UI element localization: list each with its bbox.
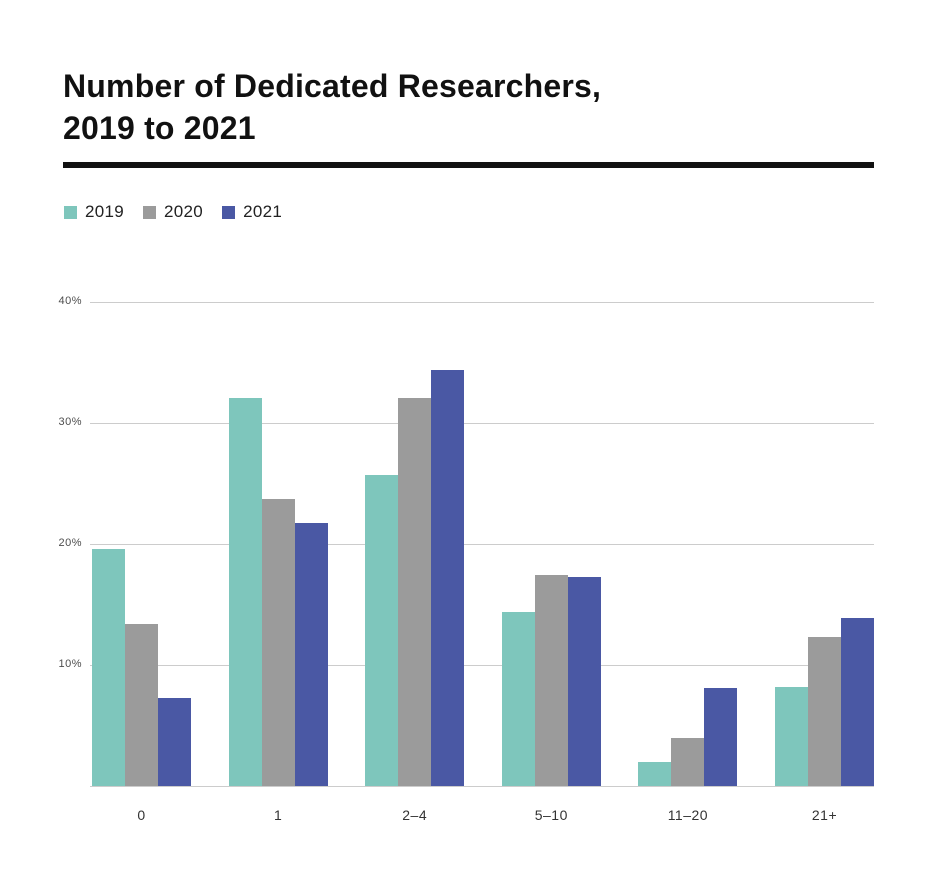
legend-label-2019: 2019 bbox=[85, 202, 125, 221]
bar-2020-21plus bbox=[808, 637, 841, 786]
gridline-40pct bbox=[90, 302, 874, 303]
bar-2020-0 bbox=[125, 623, 158, 786]
x-label-11-20: 11–20 bbox=[667, 807, 709, 823]
bar-2020-11-20 bbox=[671, 737, 705, 786]
legend-swatch-2020 bbox=[143, 205, 157, 219]
bar-2021-21plus bbox=[841, 617, 874, 786]
x-label-1: 1 bbox=[273, 807, 283, 823]
bar-2019-2-4 bbox=[365, 475, 399, 786]
gridline-0pct bbox=[90, 786, 874, 787]
bar-2021-1 bbox=[294, 523, 328, 786]
y-tick-10pct: 10% bbox=[58, 658, 82, 670]
legend-swatch-2021 bbox=[222, 205, 236, 219]
legend-item-2019: 2019 bbox=[64, 202, 124, 222]
bar-2021-0 bbox=[158, 697, 191, 786]
legend-swatch-2019 bbox=[64, 205, 77, 219]
legend: 2019 2020 2021 bbox=[64, 202, 282, 222]
bar-2019-1 bbox=[228, 397, 262, 786]
y-tick-40pct: 40% bbox=[58, 295, 82, 307]
x-label-0: 0 bbox=[137, 807, 146, 823]
plot-area: 10% 20% 30% 40% 0 1 2–4 5–10 11–20 21+ bbox=[58, 295, 874, 823]
y-tick-30pct: 30% bbox=[58, 416, 82, 428]
bar-2020-2-4 bbox=[398, 397, 432, 786]
legend-label-2021: 2021 bbox=[243, 202, 283, 221]
bar-2020-1 bbox=[261, 499, 295, 786]
legend-item-2020: 2020 bbox=[143, 202, 203, 222]
chart-title-line2: 2019 to 2021 bbox=[63, 110, 256, 147]
legend-item-2021: 2021 bbox=[222, 202, 282, 222]
legend-label-2020: 2020 bbox=[164, 202, 204, 221]
x-label-2-4: 2–4 bbox=[402, 807, 428, 823]
bar-2021-2-4 bbox=[431, 369, 465, 786]
x-label-21plus: 21+ bbox=[811, 807, 838, 823]
bar-2019-5-10 bbox=[501, 611, 535, 786]
bar-2021-5-10 bbox=[567, 576, 601, 786]
y-tick-20pct: 20% bbox=[58, 537, 82, 549]
chart-title-line1: Number of Dedicated Researchers, bbox=[63, 68, 602, 105]
bar-2019-21plus bbox=[775, 686, 808, 786]
bar-2021-11-20 bbox=[704, 688, 738, 786]
title-divider bbox=[63, 162, 874, 168]
gridline-20pct bbox=[90, 544, 874, 545]
bar-2020-5-10 bbox=[534, 575, 568, 786]
bar-2019-0 bbox=[92, 548, 125, 786]
gridline-30pct bbox=[90, 423, 874, 424]
x-label-5-10: 5–10 bbox=[534, 807, 568, 823]
bar-2019-11-20 bbox=[638, 761, 672, 786]
chart-title: Number of Dedicated Researchers, 2019 to… bbox=[63, 65, 601, 149]
gridline-10pct bbox=[90, 665, 874, 666]
